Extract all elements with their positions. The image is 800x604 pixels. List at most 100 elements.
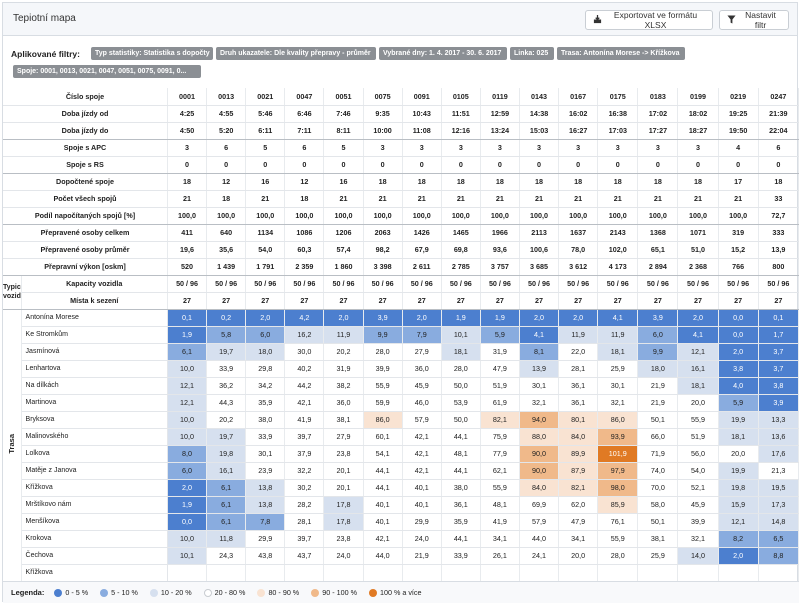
heat-cell[interactable]: 4,2 <box>284 309 325 327</box>
heat-cell[interactable]: 56,0 <box>677 445 719 463</box>
heat-cell[interactable]: 4,1 <box>677 326 719 344</box>
heat-cell[interactable]: 6,0 <box>245 326 286 344</box>
heat-cell[interactable]: 54,1 <box>363 445 403 463</box>
heat-cell[interactable]: 28,2 <box>284 496 325 514</box>
heat-cell[interactable]: 38,1 <box>637 530 679 548</box>
heat-cell[interactable]: 46,0 <box>402 394 442 412</box>
heat-cell[interactable]: 11,8 <box>206 530 247 548</box>
heat-cell[interactable]: 19,8 <box>206 445 247 463</box>
heat-cell[interactable]: 1,9 <box>480 309 520 327</box>
heat-cell[interactable]: 30,2 <box>284 479 325 497</box>
heat-cell[interactable]: 18,1 <box>718 428 759 446</box>
heat-cell[interactable]: 44,1 <box>441 462 481 480</box>
heat-cell[interactable]: 39,9 <box>677 513 719 531</box>
heat-cell[interactable]: 40,1 <box>363 496 403 514</box>
heat-cell[interactable]: 3,8 <box>718 360 759 378</box>
heat-cell[interactable]: 41,9 <box>284 411 325 429</box>
heat-cell[interactable]: 59,9 <box>363 394 403 412</box>
heat-cell[interactable]: 21,3 <box>758 462 800 480</box>
heat-cell[interactable]: 57,9 <box>519 513 560 531</box>
heat-cell[interactable]: 10,1 <box>441 326 481 344</box>
heat-cell[interactable]: 71,9 <box>637 445 679 463</box>
heat-cell[interactable] <box>402 564 442 582</box>
heat-cell[interactable]: 34,2 <box>245 377 286 395</box>
heat-cell[interactable]: 2,0 <box>323 309 364 327</box>
heat-cell[interactable]: 1,9 <box>441 309 481 327</box>
heat-cell[interactable]: 66,0 <box>637 428 679 446</box>
heat-cell[interactable]: 5,9 <box>718 394 759 412</box>
heat-cell[interactable]: 38,2 <box>323 377 364 395</box>
heat-cell[interactable] <box>284 564 325 582</box>
heat-cell[interactable]: 20,2 <box>323 343 364 361</box>
heat-cell[interactable]: 57,9 <box>402 411 442 429</box>
heat-cell[interactable]: 20,2 <box>206 411 247 429</box>
heat-cell[interactable]: 55,9 <box>597 530 639 548</box>
heat-cell[interactable]: 55,9 <box>677 411 719 429</box>
heat-cell[interactable]: 5,9 <box>480 326 520 344</box>
heat-cell[interactable]: 35,9 <box>441 513 481 531</box>
heat-cell[interactable]: 44,1 <box>363 462 403 480</box>
heat-cell[interactable]: 28,0 <box>441 360 481 378</box>
heat-cell[interactable]: 7,8 <box>245 513 286 531</box>
heat-cell[interactable]: 12,1 <box>167 394 208 412</box>
heat-cell[interactable]: 93,9 <box>597 428 639 446</box>
heat-cell[interactable]: 4,1 <box>597 309 639 327</box>
heat-cell[interactable]: 44,0 <box>363 547 403 565</box>
heat-cell[interactable]: 21,9 <box>637 377 679 395</box>
heat-cell[interactable]: 40,1 <box>363 513 403 531</box>
heat-cell[interactable]: 28,0 <box>597 547 639 565</box>
heat-cell[interactable]: 13,8 <box>245 496 286 514</box>
heat-cell[interactable]: 44,1 <box>441 530 481 548</box>
heat-cell[interactable]: 82,1 <box>558 479 599 497</box>
heat-cell[interactable]: 33,9 <box>441 547 481 565</box>
heat-cell[interactable] <box>323 564 364 582</box>
heat-cell[interactable]: 34,1 <box>558 530 599 548</box>
heat-cell[interactable]: 19,7 <box>206 428 247 446</box>
heat-cell[interactable]: 10,0 <box>167 411 208 429</box>
heat-cell[interactable]: 55,9 <box>363 377 403 395</box>
heat-cell[interactable]: 4,1 <box>519 326 560 344</box>
heat-cell[interactable] <box>245 564 286 582</box>
heat-cell[interactable]: 19,9 <box>718 462 759 480</box>
heat-cell[interactable]: 26,1 <box>480 547 520 565</box>
heat-cell[interactable]: 6,1 <box>206 513 247 531</box>
heat-cell[interactable]: 90,0 <box>519 462 560 480</box>
heat-cell[interactable]: 1,9 <box>167 496 208 514</box>
heat-cell[interactable]: 29,8 <box>245 360 286 378</box>
heat-cell[interactable]: 6,1 <box>167 343 208 361</box>
heat-cell[interactable]: 50,0 <box>441 411 481 429</box>
heat-cell[interactable]: 2,0 <box>558 309 599 327</box>
heat-cell[interactable]: 36,1 <box>558 377 599 395</box>
heat-cell[interactable] <box>167 564 208 582</box>
heat-cell[interactable]: 3,8 <box>758 377 800 395</box>
heat-cell[interactable]: 24,0 <box>402 530 442 548</box>
filter-chip[interactable]: Linka: 025 <box>510 47 554 60</box>
heat-cell[interactable] <box>480 564 520 582</box>
heat-cell[interactable]: 50,1 <box>637 411 679 429</box>
heat-cell[interactable]: 40,1 <box>402 496 442 514</box>
heat-cell[interactable]: 45,9 <box>402 377 442 395</box>
heat-cell[interactable]: 8,2 <box>718 530 759 548</box>
heat-cell[interactable]: 11,9 <box>558 326 599 344</box>
heat-cell[interactable]: 69,9 <box>519 496 560 514</box>
heat-cell[interactable]: 17,6 <box>758 445 800 463</box>
filter-chip[interactable]: Spoje: 0001, 0013, 0021, 0047, 0051, 007… <box>13 65 201 78</box>
heat-cell[interactable]: 31,9 <box>480 343 520 361</box>
heat-cell[interactable]: 20,1 <box>323 462 364 480</box>
heat-cell[interactable]: 0,0 <box>718 309 759 327</box>
heat-cell[interactable]: 17,8 <box>323 496 364 514</box>
heat-cell[interactable]: 36,2 <box>206 377 247 395</box>
heat-cell[interactable]: 3,9 <box>637 309 679 327</box>
heat-cell[interactable]: 39,7 <box>284 428 325 446</box>
heat-cell[interactable]: 25,9 <box>637 547 679 565</box>
heat-cell[interactable]: 48,1 <box>441 445 481 463</box>
heat-cell[interactable]: 30,1 <box>245 445 286 463</box>
heat-cell[interactable] <box>718 564 759 582</box>
heat-cell[interactable]: 0,1 <box>758 309 800 327</box>
heat-cell[interactable]: 16,1 <box>677 360 719 378</box>
heat-cell[interactable]: 8,0 <box>167 445 208 463</box>
heat-cell[interactable] <box>558 564 599 582</box>
heat-cell[interactable]: 24,1 <box>519 547 560 565</box>
heat-cell[interactable]: 2,0 <box>519 309 560 327</box>
heat-cell[interactable]: 0,1 <box>167 309 208 327</box>
